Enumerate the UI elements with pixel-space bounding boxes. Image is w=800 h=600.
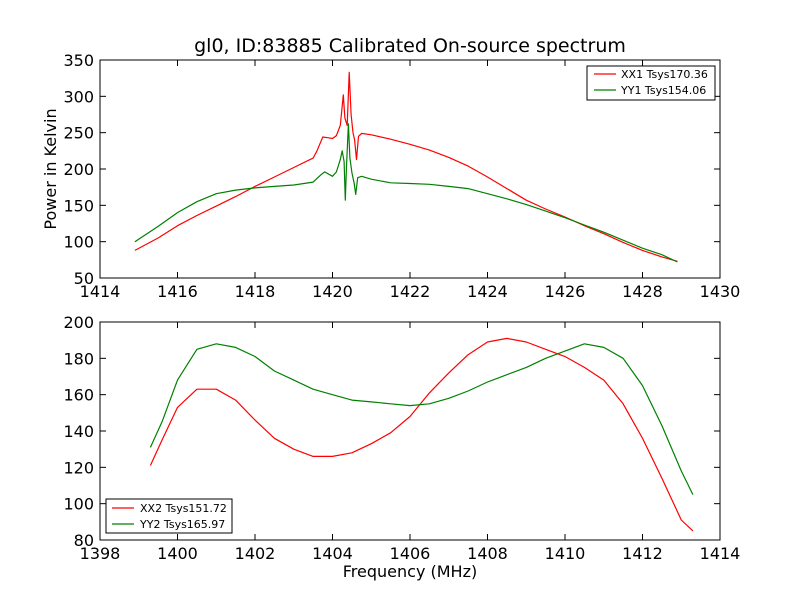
series-lines-bottom (149, 337, 694, 532)
y-tick-label: 200 (63, 160, 94, 179)
legend-label-yy2: YY2 Tsys165.97 (139, 518, 225, 531)
x-tick-label: 1430 (700, 282, 741, 301)
series-line-bottom-1 (149, 343, 694, 495)
x-axis-label: Frequency (MHz) (343, 562, 477, 581)
x-tick-label: 1428 (622, 282, 663, 301)
y-tick-label: 80 (74, 531, 94, 550)
axis-ticks-top: 1414 1416 1418 1420 1422 1424 1426 1428 1430 50 10… (63, 51, 740, 301)
y-tick-label: 180 (63, 349, 94, 368)
y-tick-label: 350 (63, 51, 94, 70)
y-tick-label: 300 (63, 87, 94, 106)
legend-top: XX1 Tsys170.36 YY1 Tsys154.06 (586, 65, 716, 101)
x-tick-label: 1414 (700, 544, 741, 563)
y-tick-label: 120 (63, 458, 94, 477)
x-tick-label: 1424 (467, 282, 508, 301)
x-tick-label: 1420 (312, 282, 353, 301)
series-line-top-0 (134, 71, 678, 262)
y-tick-label: 250 (63, 124, 94, 143)
chart-top: gl0, ID:83885 Calibrated On-source spect… (41, 35, 740, 301)
x-tick-label: 1400 (157, 544, 198, 563)
y-tick-label: 200 (63, 313, 94, 332)
y-tick-label: 140 (63, 422, 94, 441)
series-line-top-1 (134, 123, 678, 263)
x-tick-label: 1418 (235, 282, 276, 301)
x-tick-label: 1414 (80, 282, 121, 301)
y-tick-label: 50 (74, 269, 94, 288)
x-tick-label: 1426 (545, 282, 586, 301)
x-tick-label: 1404 (312, 544, 353, 563)
x-tick-label: 1412 (622, 544, 663, 563)
y-axis-label: Power in Kelvin (41, 108, 60, 229)
legend-label-xx1: XX1 Tsys170.36 (621, 68, 708, 81)
x-tick-label: 1422 (390, 282, 431, 301)
chart-title: gl0, ID:83885 Calibrated On-source spect… (194, 35, 626, 57)
series-lines-top (134, 71, 678, 263)
legend-bottom: XX2 Tsys151.72 YY2 Tsys165.97 (105, 498, 233, 534)
x-tick-label: 1406 (390, 544, 431, 563)
x-tick-label: 1410 (545, 544, 586, 563)
x-tick-label: 1416 (157, 282, 198, 301)
x-tick-label: 1402 (235, 544, 276, 563)
y-tick-label: 100 (63, 233, 94, 252)
legend-label-yy1: YY1 Tsys154.06 (620, 84, 706, 97)
y-tick-label: 160 (63, 386, 94, 405)
y-tick-label: 100 (63, 495, 94, 514)
chart-bottom: 1398 1400 1402 1404 1406 1408 1410 1412 1414 80 10… (63, 313, 740, 581)
y-tick-label: 150 (63, 196, 94, 215)
legend-label-xx2: XX2 Tsys151.72 (140, 502, 227, 515)
axis-ticks-bottom: 1398 1400 1402 1404 1406 1408 1410 1412 1414 80 10… (63, 313, 740, 563)
x-tick-label: 1398 (80, 544, 121, 563)
x-tick-label: 1408 (467, 544, 508, 563)
